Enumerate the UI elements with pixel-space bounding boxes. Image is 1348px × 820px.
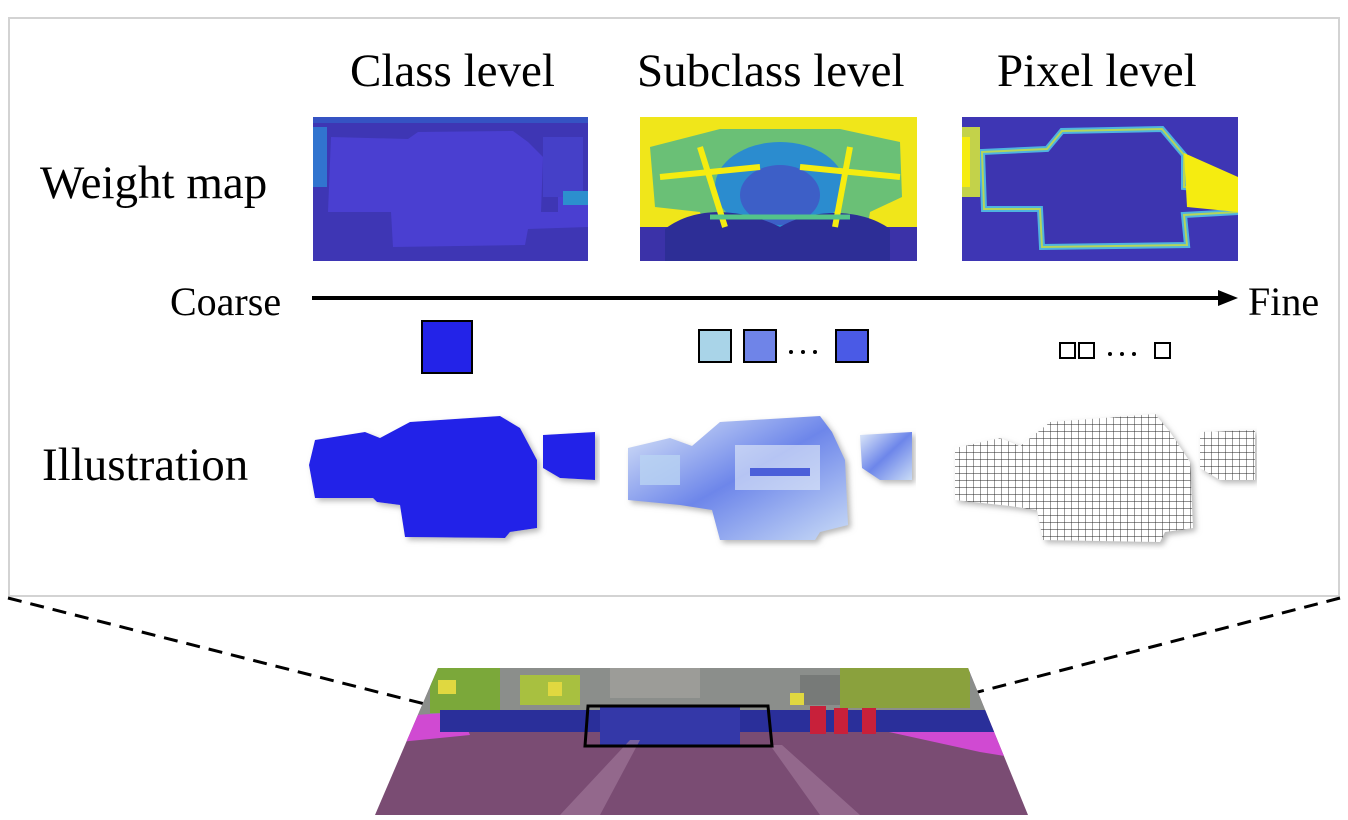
subclass-weight-map	[640, 117, 917, 261]
fine-label: Fine	[1248, 279, 1320, 324]
subclass-granularity-squares	[698, 329, 869, 363]
subclass-illustration	[628, 416, 912, 540]
weight-map-label: Weight map	[40, 157, 268, 209]
illustration-label: Illustration	[42, 439, 249, 491]
class-level-title: Class level	[350, 45, 555, 97]
pixel-illustration	[955, 414, 1255, 542]
coarse-to-fine-arrow	[312, 290, 1238, 306]
pixel-level-title: Pixel level	[997, 45, 1197, 97]
pixel-weight-map	[962, 117, 1238, 261]
pixel-granularity-squares	[1059, 342, 1171, 359]
class-weight-map	[313, 117, 588, 261]
subclass-level-title: Subclass level	[637, 45, 905, 97]
class-illustration	[309, 416, 595, 538]
coarse-label: Coarse	[170, 279, 282, 324]
class-granularity-square	[421, 320, 473, 374]
